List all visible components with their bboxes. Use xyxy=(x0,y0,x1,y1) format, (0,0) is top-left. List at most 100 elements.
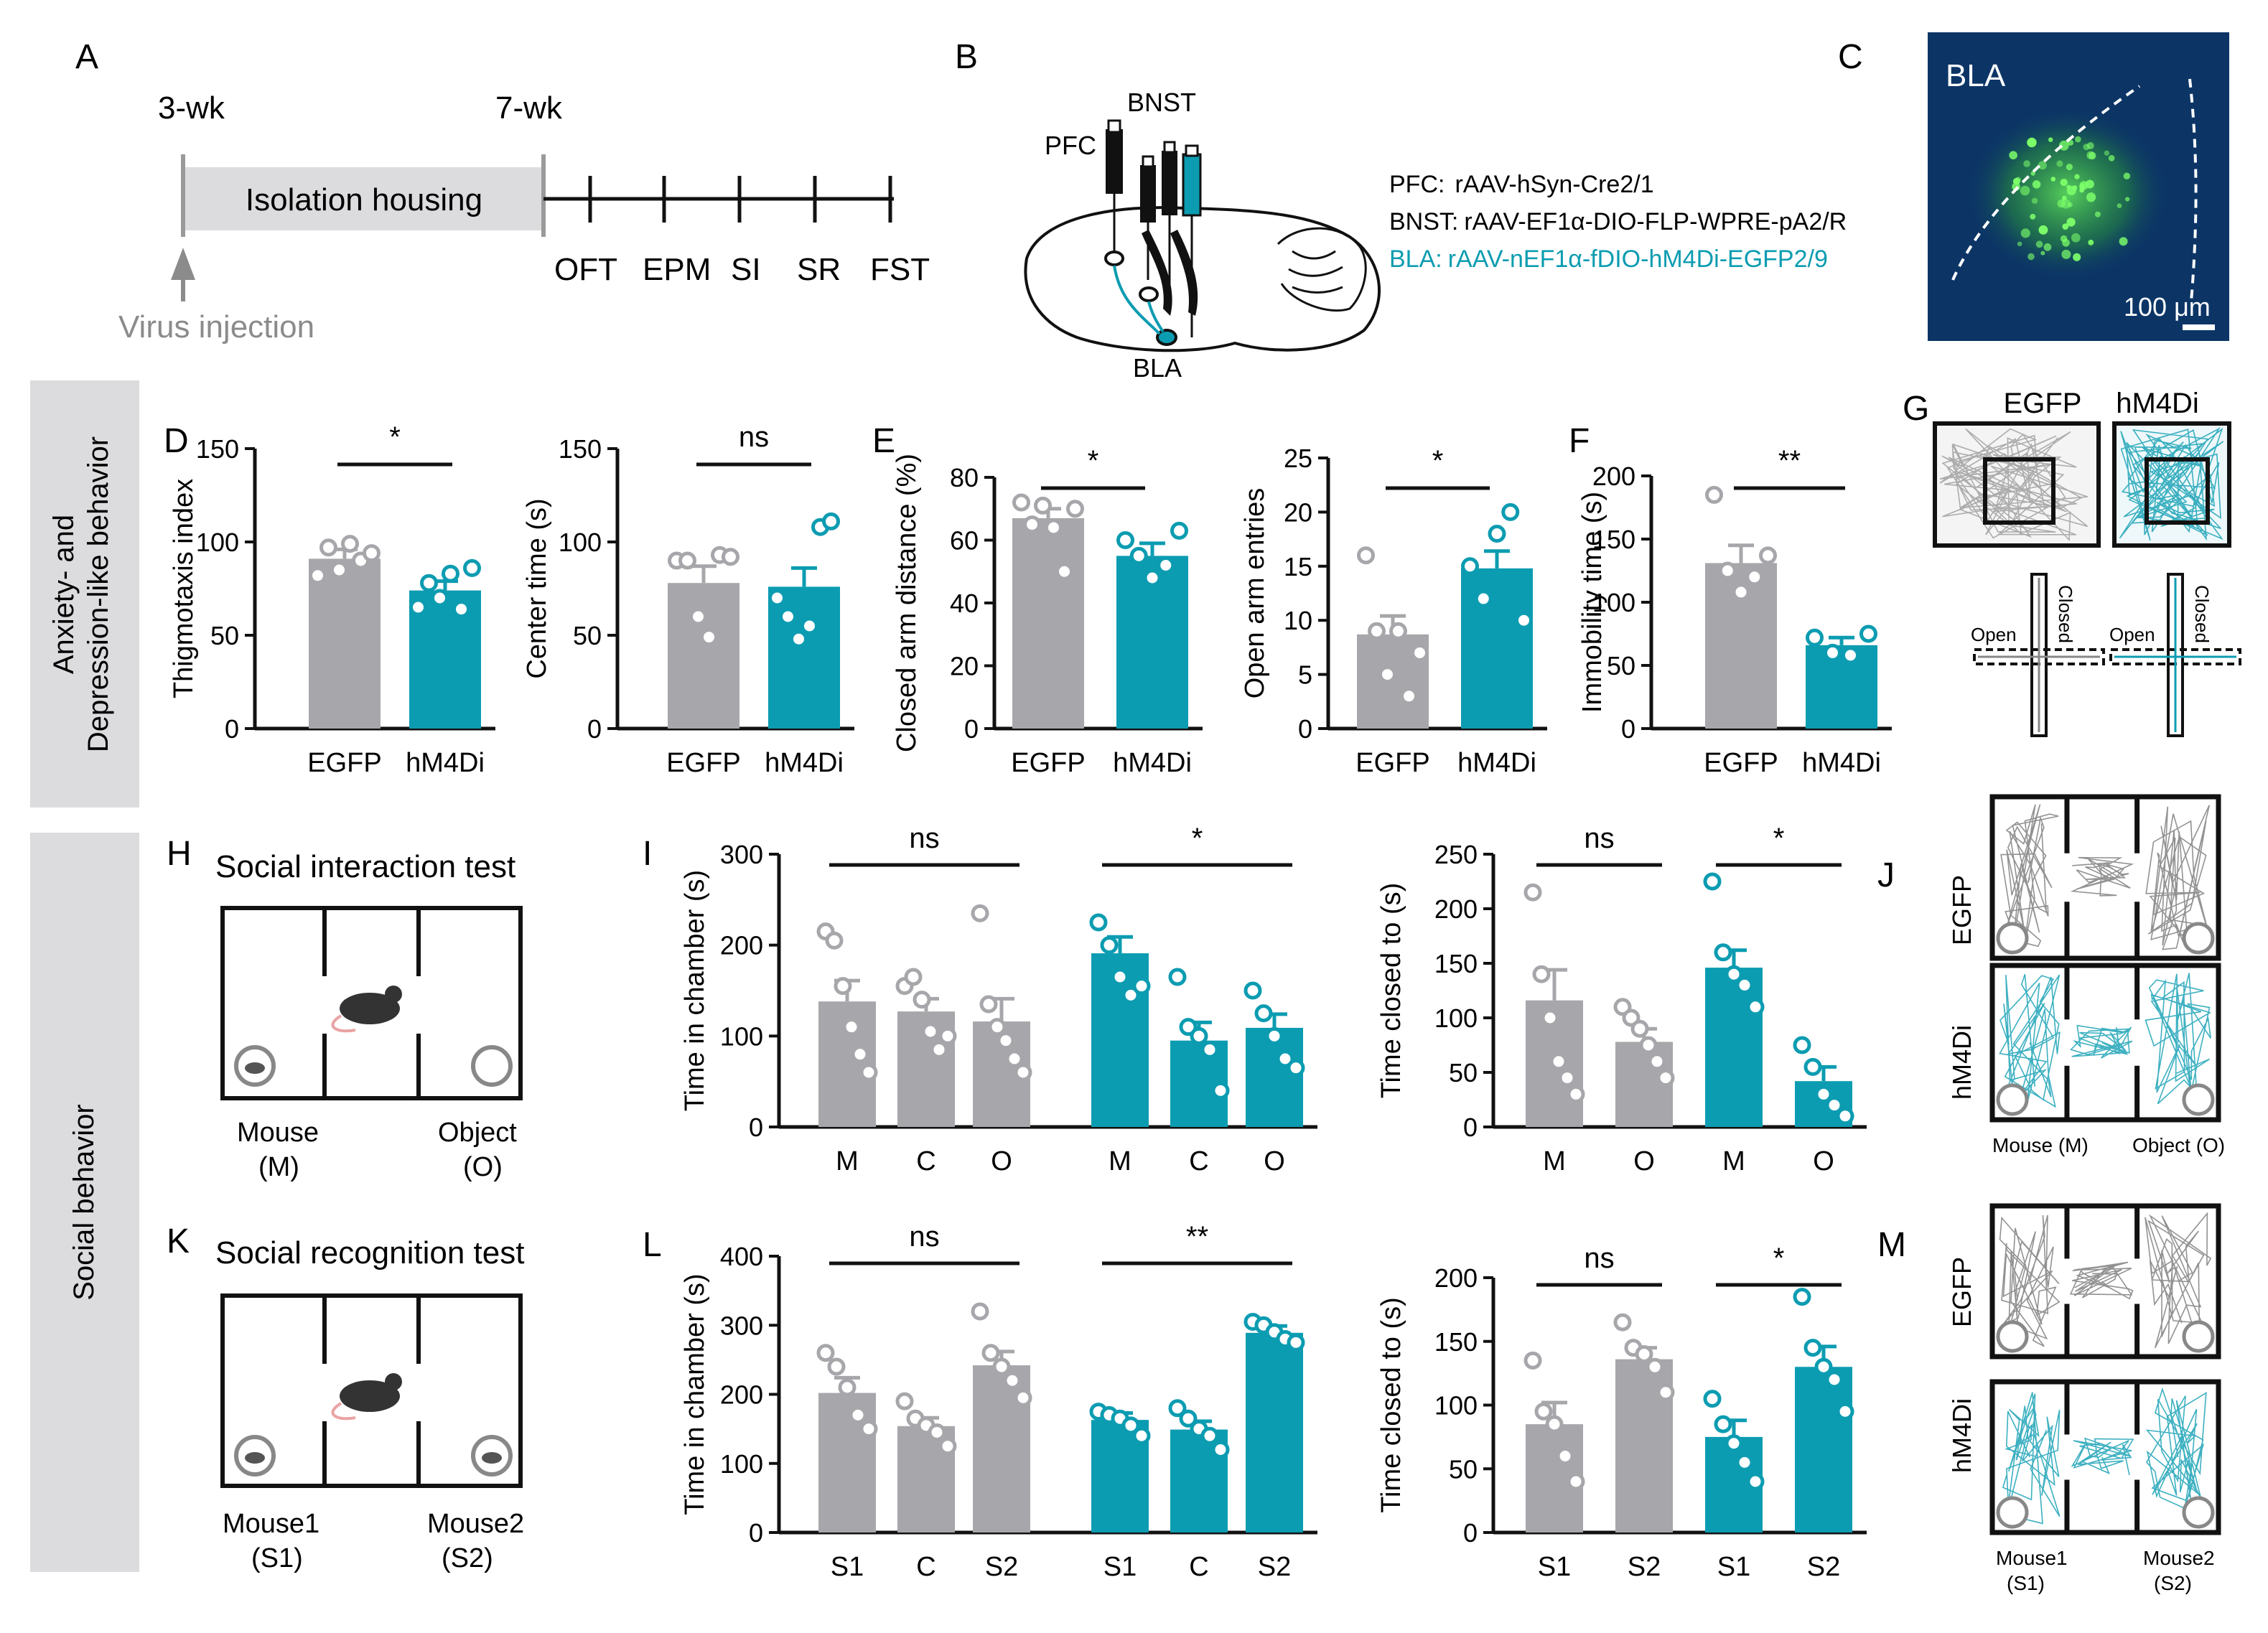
data-point xyxy=(768,589,786,607)
data-point xyxy=(979,995,998,1014)
test-label-sr: SR xyxy=(797,252,841,287)
data-point xyxy=(1243,981,1262,1000)
data-point xyxy=(913,991,931,1009)
x-tick-label: O xyxy=(1633,1146,1655,1176)
data-point xyxy=(1836,1402,1854,1421)
m-left-label: Mouse1 xyxy=(1996,1547,2068,1569)
data-point xyxy=(1814,1357,1833,1376)
y-tick-label: 200 xyxy=(720,1380,763,1410)
data-point xyxy=(1646,1357,1664,1376)
data-point xyxy=(1613,1313,1632,1332)
data-point xyxy=(1461,557,1479,576)
m-label-egfp: EGFP xyxy=(1947,1257,1977,1327)
data-point xyxy=(1656,1383,1675,1402)
data-point xyxy=(1735,975,1754,994)
data-point xyxy=(1132,977,1151,996)
data-point xyxy=(1045,518,1063,537)
panel-label-l: L xyxy=(643,1226,662,1264)
x-tick-label: M xyxy=(1543,1146,1566,1176)
data-point xyxy=(1515,611,1533,630)
m-left-sub: (S1) xyxy=(2007,1572,2045,1594)
test-label-si: SI xyxy=(731,252,761,287)
brain-schematic: PFC BNST BLA xyxy=(1024,88,1381,383)
data-point xyxy=(1746,1472,1765,1491)
oft-epm-traces: EGFP hM4Di Open Open Closed Closed xyxy=(1933,388,2241,737)
data-point xyxy=(895,1392,914,1410)
j-left-label: Mouse (M) xyxy=(1992,1134,2089,1156)
scale-bar-label: 100 μm xyxy=(2124,292,2211,322)
significance-label: ns xyxy=(909,823,939,854)
x-tick-label: M xyxy=(836,1146,859,1176)
m-right-label: Mouse2 xyxy=(2143,1547,2215,1569)
data-point xyxy=(1200,1040,1219,1059)
data-point xyxy=(1534,1402,1553,1421)
x-tick-label: EGFP xyxy=(1011,748,1085,778)
data-point xyxy=(1703,1390,1722,1408)
y-tick-label: 0 xyxy=(587,714,602,744)
data-point xyxy=(981,1344,1000,1362)
data-point xyxy=(700,628,718,647)
data-point xyxy=(1803,1057,1822,1076)
y-tick-label: 200 xyxy=(1434,1263,1478,1293)
data-point xyxy=(1014,1063,1032,1082)
data-point xyxy=(1168,1399,1187,1418)
panel-label-a: A xyxy=(75,38,98,76)
data-point xyxy=(1501,502,1520,521)
x-tick-label: C xyxy=(1189,1146,1208,1176)
significance-label: * xyxy=(1192,823,1203,854)
x-tick-label: hM4Di xyxy=(1113,748,1192,778)
y-tick-label: 200 xyxy=(1434,894,1478,924)
data-point xyxy=(921,1022,940,1041)
y-tick-label: 0 xyxy=(749,1518,763,1548)
isolation-box xyxy=(183,167,542,230)
y-tick-label: 0 xyxy=(964,714,979,744)
data-point xyxy=(1639,1036,1658,1054)
y-axis-label: Time closed to (s) xyxy=(1376,883,1406,1099)
si-right-label: Object xyxy=(438,1118,517,1148)
data-point xyxy=(689,607,707,626)
y-tick-label: 400 xyxy=(720,1242,763,1271)
data-point xyxy=(1545,1415,1564,1433)
data-point xyxy=(1541,1009,1559,1027)
x-tick-label: S2 xyxy=(1807,1552,1840,1582)
g-label-hm4di: hM4Di xyxy=(2116,388,2199,419)
chart-closed_arm: 0 20 40 60 80 Closed arm distance (%) EGFP hM4D… xyxy=(892,445,1203,778)
chart-thigmotaxis: 0 50 100 150 Thigmotaxis index EGFP hM4Di * xyxy=(169,421,495,778)
data-point xyxy=(1567,1472,1585,1491)
timeline-start: 3-wk xyxy=(158,90,225,126)
sr-right-sub: (S2) xyxy=(442,1543,493,1573)
data-point xyxy=(1746,998,1765,1016)
j-right-label: Object (O) xyxy=(2132,1134,2225,1156)
data-point xyxy=(341,535,359,553)
test-label-oft: OFT xyxy=(554,252,617,287)
y-tick-label: 100 xyxy=(1434,1391,1478,1421)
data-point xyxy=(1718,561,1737,580)
significance-label: ns xyxy=(1584,1243,1614,1274)
y-tick-label: 100 xyxy=(1592,588,1635,617)
y-tick-label: 200 xyxy=(1592,462,1635,491)
y-tick-label: 50 xyxy=(573,621,602,650)
data-point xyxy=(1034,496,1052,515)
data-point xyxy=(1411,643,1429,662)
bar-egfp xyxy=(309,558,381,729)
panel-letters: A B C D E F G H I J K L M xyxy=(75,38,1929,1264)
significance-label: ** xyxy=(1186,1221,1208,1253)
data-point xyxy=(997,1031,1015,1050)
data-point xyxy=(827,1357,846,1376)
panel-label-h: H xyxy=(167,835,192,873)
bar-hm4di xyxy=(768,586,840,729)
significance-label: * xyxy=(1773,1243,1785,1274)
y-tick-label: 0 xyxy=(1621,714,1635,744)
significance-label: ns xyxy=(909,1221,939,1253)
data-point xyxy=(1549,1052,1568,1071)
bar-m xyxy=(1705,968,1763,1127)
y-tick-label: 150 xyxy=(559,434,602,464)
data-point xyxy=(1179,1409,1198,1428)
panel-label-f: F xyxy=(1569,422,1590,460)
y-axis-label: Time in chamber (s) xyxy=(680,1273,710,1515)
data-point xyxy=(1200,1426,1219,1445)
data-point xyxy=(971,904,989,922)
data-point xyxy=(442,564,459,583)
y-tick-label: 100 xyxy=(559,528,602,557)
syringe-bla-icon xyxy=(1182,153,1202,217)
